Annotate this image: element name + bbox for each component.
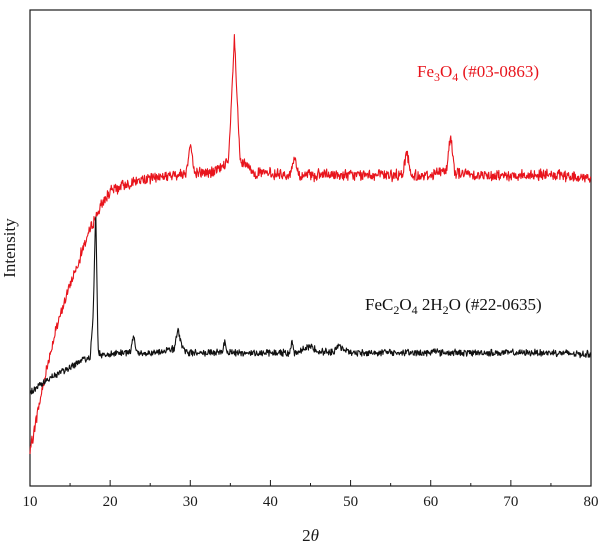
x-tick-label: 50 [343, 494, 358, 510]
series-line-1 [29, 216, 592, 395]
x-tick-label: 80 [584, 494, 599, 510]
x-tick-label: 30 [183, 494, 198, 510]
y-axis-label: Intensity [0, 218, 19, 278]
x-tick-label: 60 [423, 494, 438, 510]
x-tick-label: 70 [503, 494, 518, 510]
series-label-fe3o4: Fe3O4 (#03-0863) [417, 62, 539, 84]
series-line-0 [29, 34, 592, 455]
x-tick-label: 10 [23, 494, 38, 510]
x-tick-label: 40 [263, 494, 278, 510]
plot-frame [29, 9, 592, 487]
x-axis-label: 2θ [302, 526, 319, 545]
x-tick-label: 20 [103, 494, 118, 510]
series-label-fec2o4: FeC2O4 2H2O (#22-0635) [365, 295, 542, 317]
